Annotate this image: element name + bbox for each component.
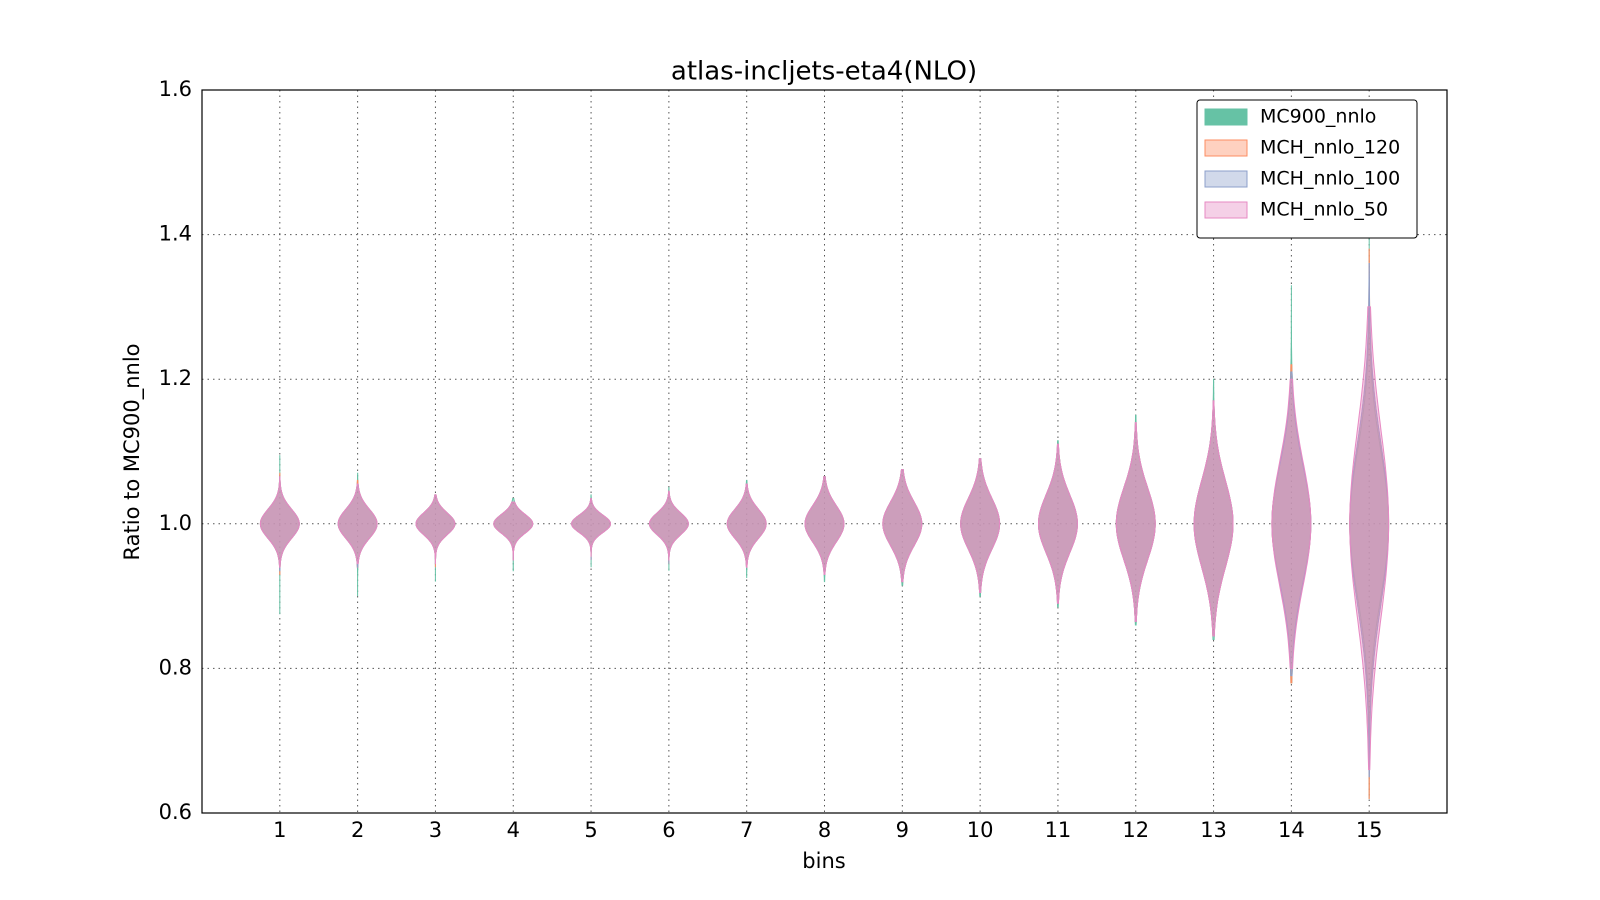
- legend-swatch: [1204, 170, 1248, 188]
- x-tick-label: 8: [818, 818, 831, 842]
- violin: [804, 476, 845, 575]
- x-tick-label: 11: [1045, 818, 1072, 842]
- violin: [1115, 422, 1156, 622]
- legend-label: MCH_nnlo_100: [1260, 168, 1400, 190]
- legend-label: MCH_nnlo_120: [1260, 137, 1400, 159]
- legend-label: MCH_nnlo_50: [1260, 199, 1388, 221]
- violin: [960, 458, 1001, 593]
- x-tick-label: 6: [662, 818, 675, 842]
- x-tick-label: 2: [351, 818, 364, 842]
- x-tick-label: 15: [1356, 818, 1383, 842]
- x-tick-label: 1: [273, 818, 286, 842]
- chart-title: atlas-incljets-eta4(NLO): [671, 57, 977, 87]
- violin: [1037, 443, 1078, 604]
- violin: [571, 498, 612, 557]
- y-tick-label: 0.6: [159, 800, 192, 824]
- x-tick-label: 12: [1122, 818, 1149, 842]
- y-axis-label: Ratio to MC900_nnlo: [120, 343, 145, 560]
- violin: [882, 469, 923, 583]
- legend-swatch: [1204, 108, 1248, 126]
- violin: [1193, 400, 1234, 637]
- x-axis-label: bins: [802, 849, 845, 873]
- x-tick-label: 7: [740, 818, 753, 842]
- violin: [337, 483, 378, 565]
- legend-frame: [1196, 99, 1418, 239]
- violin: [259, 476, 300, 568]
- violin: [493, 501, 534, 561]
- x-tick-label: 4: [507, 818, 520, 842]
- legend-swatch: [1204, 139, 1248, 157]
- x-tick-label: 13: [1200, 818, 1227, 842]
- y-tick-label: 1.2: [159, 366, 192, 390]
- x-tick-label: 3: [429, 818, 442, 842]
- violin: [415, 494, 456, 565]
- y-tick-label: 1.4: [159, 222, 192, 246]
- violin: [726, 483, 767, 568]
- x-tick-label: 10: [967, 818, 994, 842]
- violin: [648, 490, 689, 561]
- y-tick-label: 0.8: [159, 655, 192, 679]
- violin: [1349, 306, 1390, 771]
- legend-label: MC900_nnlo: [1260, 106, 1376, 128]
- violin: [1271, 378, 1312, 669]
- violin: [1271, 371, 1312, 677]
- legend-swatch: [1204, 201, 1248, 219]
- x-tick-label: 14: [1278, 818, 1305, 842]
- x-tick-label: 9: [896, 818, 909, 842]
- x-tick-label: 5: [584, 818, 597, 842]
- y-tick-label: 1.0: [159, 511, 192, 535]
- violin: [1349, 263, 1390, 778]
- violin: [1349, 111, 1390, 799]
- y-tick-label: 1.6: [159, 77, 192, 101]
- plot-frame: [201, 89, 1448, 814]
